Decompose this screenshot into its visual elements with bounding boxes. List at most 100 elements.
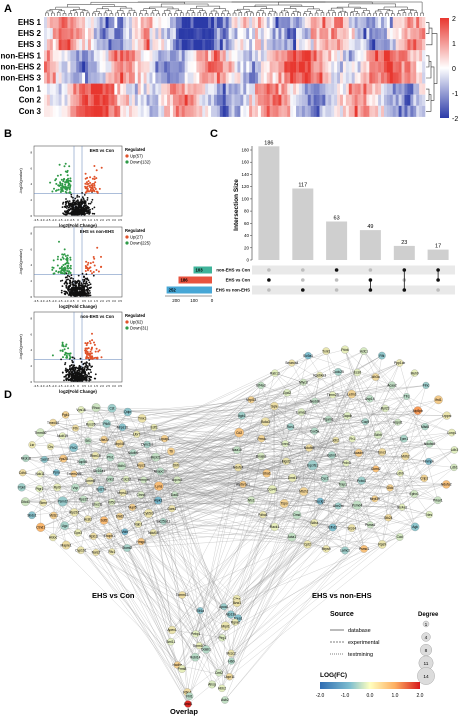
heatmap-cell [172, 61, 177, 73]
network-node-label: Gnb2 [106, 477, 114, 481]
heatmap-cell [395, 105, 399, 117]
heatmap-cell [313, 105, 317, 117]
network-edge [39, 473, 67, 546]
heatmap-cell [196, 39, 200, 51]
network-edge [160, 471, 267, 474]
network-node-label: Cyp1b1 [75, 548, 87, 552]
volcano-point-down [67, 347, 70, 350]
network-node-label: Pebp1 [191, 632, 201, 636]
network-node-label: Rcn1 [287, 425, 295, 429]
heatmap-row-label: non-EHS 3 [1, 74, 42, 83]
panel-b-label: B [4, 128, 12, 140]
heatmap-cell [416, 17, 420, 29]
network-node-label: Dmxl1 [288, 476, 298, 480]
volcano-point [80, 213, 83, 216]
heatmap-cell [363, 39, 367, 51]
volcano-point-down [56, 174, 59, 177]
heatmap-cell [70, 83, 74, 95]
heatmap-cell [316, 61, 320, 73]
network-node [21, 497, 30, 506]
volcano-point [89, 283, 92, 286]
degree-label: 11 [424, 661, 429, 667]
heatmap-cell [44, 50, 48, 62]
heatmap-cell [114, 94, 118, 106]
heatmap-cell [375, 105, 379, 117]
heatmap-cell [184, 17, 188, 29]
network-node-label: Rbm15 [90, 454, 101, 458]
volcano-xtick: 3.0 [112, 299, 116, 303]
volcano-point [77, 212, 80, 215]
volcano-point-down [62, 257, 65, 260]
network-node-label: Mdh2 [401, 455, 409, 459]
heatmap-cell [120, 105, 124, 117]
network-node [79, 495, 88, 503]
heatmap-cell [114, 83, 118, 95]
heatmap-cell [137, 61, 142, 73]
heatmap-cell [181, 28, 185, 40]
heatmap-cell [202, 83, 206, 95]
heatmap-cell [316, 28, 320, 40]
volcano-point-up [94, 350, 97, 353]
network-edge [251, 415, 447, 501]
volcano-point [77, 279, 80, 282]
network-node [332, 436, 340, 444]
heatmap-cell [70, 39, 74, 51]
heatmap-cell [87, 94, 92, 106]
network-edge [158, 434, 379, 487]
network-node [388, 381, 396, 389]
heatmap-cell [187, 28, 191, 40]
network-edge [171, 508, 207, 650]
volcano-point [70, 193, 73, 196]
heatmap-cell [187, 39, 191, 51]
heatmap-cell [313, 28, 317, 40]
source-textmining: textmining [348, 652, 373, 658]
network-node-label: Ephx1 [410, 492, 420, 496]
volcano-point [68, 200, 71, 203]
network-edge [132, 385, 262, 508]
network-edge [126, 547, 213, 685]
heatmap-cell [146, 105, 150, 117]
volcano-point-down [63, 177, 66, 180]
heatmap-cell [187, 83, 191, 95]
heatmap-cell [228, 28, 232, 40]
heatmap-cell [319, 17, 323, 29]
heatmap-cell [372, 83, 376, 95]
network-node-label: Prmt8 [178, 667, 187, 671]
heatmap-cell [395, 72, 399, 84]
heatmap-cell [328, 17, 332, 29]
heatmap-cell [357, 50, 361, 62]
upset-bar [393, 245, 415, 260]
network-edge [224, 461, 429, 701]
volcano-point-up [89, 181, 92, 184]
heatmap-cell [140, 61, 144, 73]
heatmap-cell [284, 105, 288, 117]
volcano-point [74, 205, 77, 208]
volcano-point-up [93, 343, 96, 346]
heatmap-cell [184, 61, 188, 73]
volcano-xtick: -1.0 [64, 384, 69, 388]
network-edge [195, 483, 343, 635]
volcano-xtick: -1.0 [64, 218, 69, 222]
network-edge [230, 426, 291, 615]
network-node [143, 440, 151, 449]
heatmap-cell [158, 61, 162, 73]
heatmap-cell [82, 72, 86, 84]
heatmap-cell [87, 39, 92, 51]
volcano-point [65, 281, 68, 283]
heatmap-cell [222, 105, 227, 117]
volcano-point [72, 284, 75, 287]
network-node-label: Hbb [228, 659, 234, 663]
heatmap-cell [137, 94, 142, 106]
network-node-label: Stmn [39, 501, 47, 505]
network-edge [274, 449, 455, 528]
network-edge [138, 523, 333, 528]
heatmap-cell [161, 50, 165, 62]
heatmap-cell [187, 94, 191, 106]
heatmap-cell [407, 50, 411, 62]
volcano-xtick: -0.5 [70, 299, 75, 303]
heatmap-cell [322, 83, 326, 95]
heatmap-cell [199, 28, 203, 40]
network-node [36, 428, 45, 437]
heatmap-cell [96, 17, 100, 29]
network-node-label: Hnrnpm [138, 478, 150, 482]
